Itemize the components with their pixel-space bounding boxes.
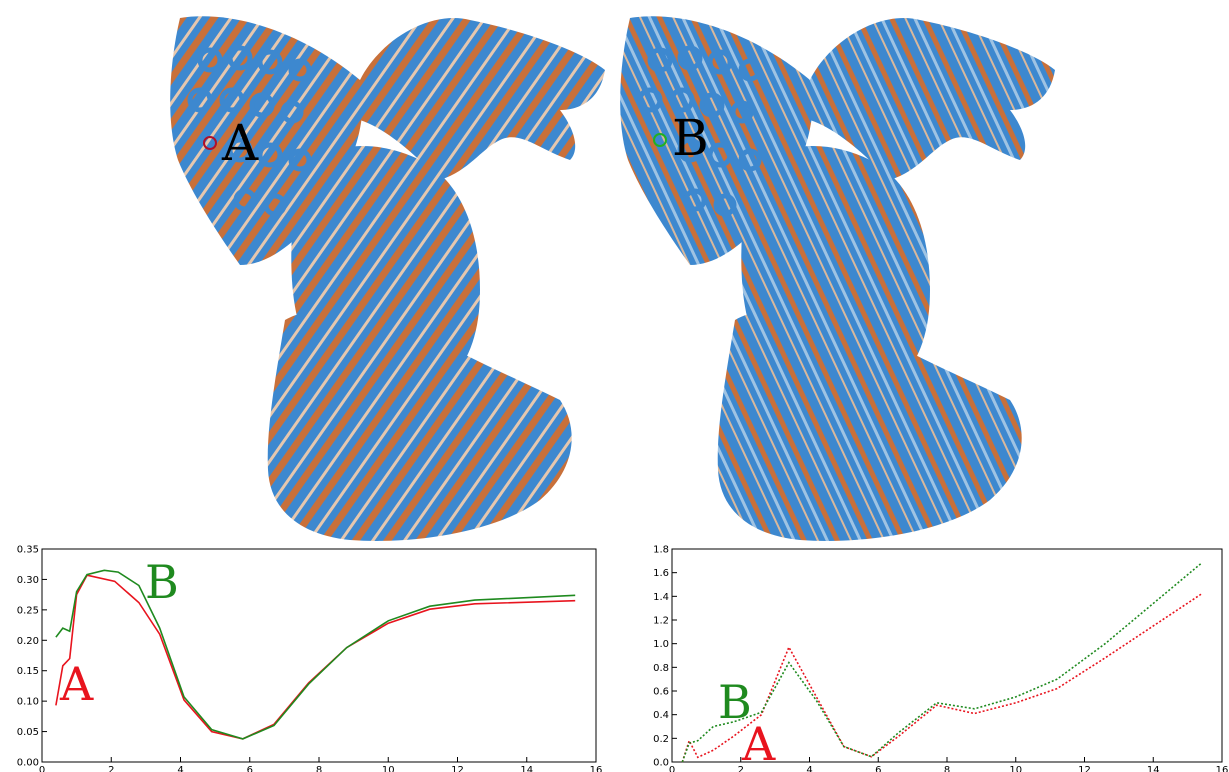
x-tick-label: 12 bbox=[1078, 765, 1091, 772]
series-line-b bbox=[681, 562, 1202, 763]
y-tick-label: 1.2 bbox=[653, 616, 669, 627]
chart-right: 0 2 4 6 8 10 12 14 16 0.0 0.2 0.4 0.6 0.8 1.0 1.2 1.4 1.6… bbox=[653, 545, 1228, 772]
x-tick-label: 10 bbox=[1009, 765, 1022, 772]
chart-left-lines bbox=[55, 569, 576, 740]
chart-left-label-a: A bbox=[59, 657, 94, 711]
chart-right-label-b: B bbox=[718, 675, 752, 729]
y-tick-label: 0.2 bbox=[653, 734, 669, 745]
y-tick-label: 0.0 bbox=[653, 758, 669, 769]
series-line-a bbox=[55, 574, 576, 740]
x-tick-label: 16 bbox=[1216, 765, 1229, 772]
x-tick-label: 0 bbox=[39, 765, 45, 772]
y-tick-label: 1.0 bbox=[653, 639, 669, 650]
marker-a-circle bbox=[203, 136, 217, 150]
y-tick-label: 0.00 bbox=[17, 758, 39, 769]
x-tick-label: 2 bbox=[108, 765, 114, 772]
chart-left-frame bbox=[41, 548, 597, 763]
mesh-right-body bbox=[620, 16, 1055, 541]
y-tick-label: 0.15 bbox=[17, 666, 39, 677]
x-tick-label: 2 bbox=[738, 765, 744, 772]
x-tick-label: 8 bbox=[316, 765, 322, 772]
mesh-label-a: A bbox=[221, 114, 259, 172]
y-tick-label: 1.6 bbox=[653, 568, 669, 579]
mesh-label-b: B bbox=[672, 109, 709, 167]
y-tick-label: 0.4 bbox=[653, 710, 669, 721]
x-tick-label: 4 bbox=[806, 765, 812, 772]
chart-right-label-a: A bbox=[741, 717, 776, 771]
mesh-left-wing-rings bbox=[187, 45, 312, 217]
y-tick-label: 1.4 bbox=[653, 592, 669, 603]
chart-right-ticks: 0 2 4 6 8 10 12 14 16 0.0 0.2 0.4 0.6 0.8 1.0 1.2 1.4 1.6… bbox=[653, 545, 1228, 772]
x-tick-label: 8 bbox=[944, 765, 950, 772]
chart-left-ticks: 0 2 4 6 8 10 12 14 16 0.00 0.05 0.10 0.15 0.20 0.25 0.3… bbox=[17, 545, 603, 772]
x-tick-label: 6 bbox=[875, 765, 881, 772]
x-tick-label: 14 bbox=[1147, 765, 1160, 772]
x-tick-label: 14 bbox=[520, 765, 533, 772]
y-tick-label: 1.8 bbox=[653, 545, 669, 556]
mesh-right-wing-rings bbox=[637, 45, 762, 217]
y-tick-label: 0.10 bbox=[17, 697, 39, 708]
marker-b-circle bbox=[653, 133, 667, 147]
series-line-b bbox=[55, 569, 576, 740]
y-tick-label: 0.6 bbox=[653, 687, 669, 698]
y-tick-label: 0.20 bbox=[17, 636, 39, 647]
x-tick-label: 4 bbox=[177, 765, 183, 772]
x-tick-label: 10 bbox=[382, 765, 395, 772]
chart-right-lines bbox=[681, 562, 1202, 763]
y-tick-label: 0.35 bbox=[17, 545, 39, 556]
chart-left: 0 2 4 6 8 10 12 14 16 0.00 0.05 0.10 0.15 0.20 0.25 0.3… bbox=[17, 545, 603, 772]
chart-left-label-b: B bbox=[145, 555, 179, 609]
y-tick-label: 0.8 bbox=[653, 663, 669, 674]
x-tick-label: 0 bbox=[669, 765, 675, 772]
x-tick-label: 16 bbox=[590, 765, 603, 772]
y-tick-label: 0.05 bbox=[17, 727, 39, 738]
mesh-left-body bbox=[170, 16, 605, 541]
x-tick-label: 12 bbox=[451, 765, 464, 772]
mesh-right: B bbox=[620, 16, 1055, 541]
x-tick-label: 6 bbox=[247, 765, 253, 772]
y-tick-label: 0.25 bbox=[17, 605, 39, 616]
mesh-left: A bbox=[170, 16, 605, 541]
y-tick-label: 0.30 bbox=[17, 575, 39, 586]
